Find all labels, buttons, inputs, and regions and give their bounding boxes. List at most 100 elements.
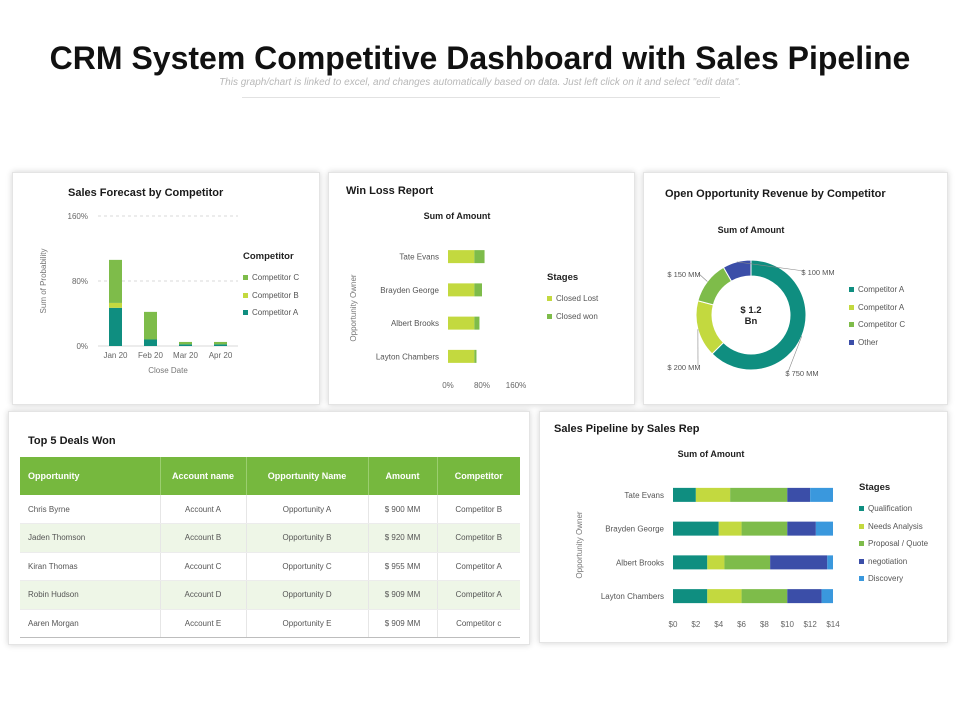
table-cell: $ 955 MM [368,552,438,581]
bar-needs-analysis-tate-evans [695,487,731,502]
legend-title: Stages [859,482,891,493]
legend-label: Closed won [556,311,598,321]
bar-competitor-c-mar-20 [179,341,192,345]
legend-swatch [243,275,248,281]
table-cell: Account D [160,580,247,610]
legend-item-needs-analysis[interactable]: Needs Analysis [859,518,928,536]
data-label: $ 750 MM [785,369,818,378]
legend-item-competitor-c[interactable]: Competitor C [849,316,905,334]
y-axis-label: Opportunity Owner [575,511,584,578]
category-label: Tate Evans [399,253,439,262]
table-cell: $ 909 MM [368,580,438,610]
legend-item-competitor-b[interactable]: Competitor B [243,287,299,305]
x-tick-label: $0 [669,620,678,629]
table-cell: $ 909 MM [368,609,438,638]
leader-line [787,335,803,373]
table-row[interactable]: Aaren Morgan Account E Opportunity E $ 9… [20,609,520,638]
table-row[interactable]: Robin Hudson Account D Opportunity D $ 9… [20,580,520,610]
x-tick-label: Mar 20 [173,351,198,360]
legend-label: negotiation [868,556,908,566]
legend-swatch [849,339,854,345]
bar-closed-lost-albert-brooks [448,316,475,330]
table-cell: Account C [160,552,247,581]
bar-competitor-a-apr-20 [214,344,227,346]
sales-pipeline-legend: Stages Qualification Needs Analysis Proposa… [859,482,928,588]
category-label: Tate Evans [624,491,664,500]
table-row[interactable]: Jaden Thomson Account B Opportunity B $ … [20,523,520,553]
legend-item-proposal-quote[interactable]: Proposal / Quote [859,535,928,553]
legend-label: Competitor C [252,273,300,283]
legend-item-closed-won[interactable]: Closed won [547,308,598,326]
legend-item-competitor-a[interactable]: Competitor A [849,281,905,299]
legend-swatch [859,558,864,564]
x-tick-label: 80% [474,381,490,390]
legend-item-negotiation[interactable]: negotiation [859,553,928,571]
y-tick-label: 80% [72,277,88,286]
table-cell: Opportunity D [246,580,369,610]
sales-pipeline-chart: Sum of Amount Tate Evans Brayden George Alb… [575,449,840,629]
center-label: $ 1.2 [740,305,761,316]
bar-negotiation-layton-chambers [787,589,822,604]
x-tick-label: 0% [442,381,454,390]
legend-swatch [547,313,552,319]
legend-item-competitor-a[interactable]: Competitor A [849,299,905,317]
bar-needs-analysis-albert-brooks [707,555,725,570]
legend-item-qualification[interactable]: Qualification [859,500,928,518]
legend-label: Competitor A [858,302,905,312]
top-deals-panel: Top 5 Deals Won Opportunity Account name… [8,411,530,645]
col-header-account-name[interactable]: Account name [160,457,247,495]
table-cell: Account E [160,609,247,638]
table-cell: Robin Hudson [20,580,161,610]
table-cell: Opportunity B [246,523,369,553]
bar-competitor-c-feb-20 [144,311,157,340]
category-label: Layton Chambers [376,352,439,361]
legend-item-competitor-c[interactable]: Competitor C [243,269,299,287]
table-cell: Account A [160,495,247,524]
table-cell: Competitor B [437,523,520,553]
x-tick-label: 160% [506,381,526,390]
bar-discovery-tate-evans [810,487,833,502]
bar-negotiation-brayden-george [787,521,816,536]
sales-forecast-legend: Competitor Competitor C Competitor B Compet… [243,251,299,322]
col-header-amount[interactable]: Amount [368,457,438,495]
col-header-competitor[interactable]: Competitor [437,457,520,495]
chart-title: Sum of Amount [678,449,745,459]
legend-swatch [243,310,248,316]
col-header-opportunity-name[interactable]: Opportunity Name [246,457,369,495]
bar-qualification-layton-chambers [673,589,708,604]
category-label: Brayden George [605,525,664,534]
legend-label: Proposal / Quote [868,539,929,549]
legend-item-discovery[interactable]: Discovery [859,570,928,588]
legend-item-other[interactable]: Other [849,334,905,352]
sales-pipeline-title: Sales Pipeline by Sales Rep [554,423,700,435]
sales-forecast-chart: 0% 80% 160% Jan 20 Feb 20 Mar 20 Apr 20 Close D… [39,212,238,375]
x-tick-label: Jan 20 [103,351,128,360]
bar-discovery-albert-brooks [827,555,833,570]
table-row[interactable]: Kiran Thomas Account C Opportunity C $ 9… [20,552,520,581]
chart-title: Sum of Amount [424,211,491,221]
bar-closed-won-albert-brooks [474,316,480,330]
y-axis-label: Sum of Probability [39,249,48,314]
slice-competitor-a-1 [695,300,725,355]
table-cell: Aaren Morgan [20,609,161,638]
bar-closed-lost-tate-evans [448,250,475,264]
category-label: Layton Chambers [601,592,664,601]
x-tick-label: Apr 20 [209,351,233,360]
legend-swatch [859,523,864,529]
table-header-row: Opportunity Account name Opportunity Nam… [20,457,520,495]
table-row[interactable]: Chris Byrne Account A Opportunity A $ 90… [20,495,520,524]
top-deals-table: Opportunity Account name Opportunity Nam… [20,457,520,638]
col-header-opportunity[interactable]: Opportunity [20,457,161,495]
legend-item-competitor-a[interactable]: Competitor A [243,304,299,322]
slice-other-3 [722,259,752,282]
win-loss-chart: Sum of Amount Tate Evans Brayden George Alb… [349,211,526,390]
table-cell: Kiran Thomas [20,552,161,581]
x-tick-label: $8 [760,620,769,629]
legend-label: Competitor A [252,308,299,318]
legend-item-closed-lost[interactable]: Closed Lost [547,290,598,308]
table-cell: Competitor B [437,495,520,524]
revenue-legend: Competitor A Competitor A Competitor C Othe… [849,281,905,351]
table-cell: Competitor A [437,552,520,581]
x-tick-label: $2 [691,620,700,629]
